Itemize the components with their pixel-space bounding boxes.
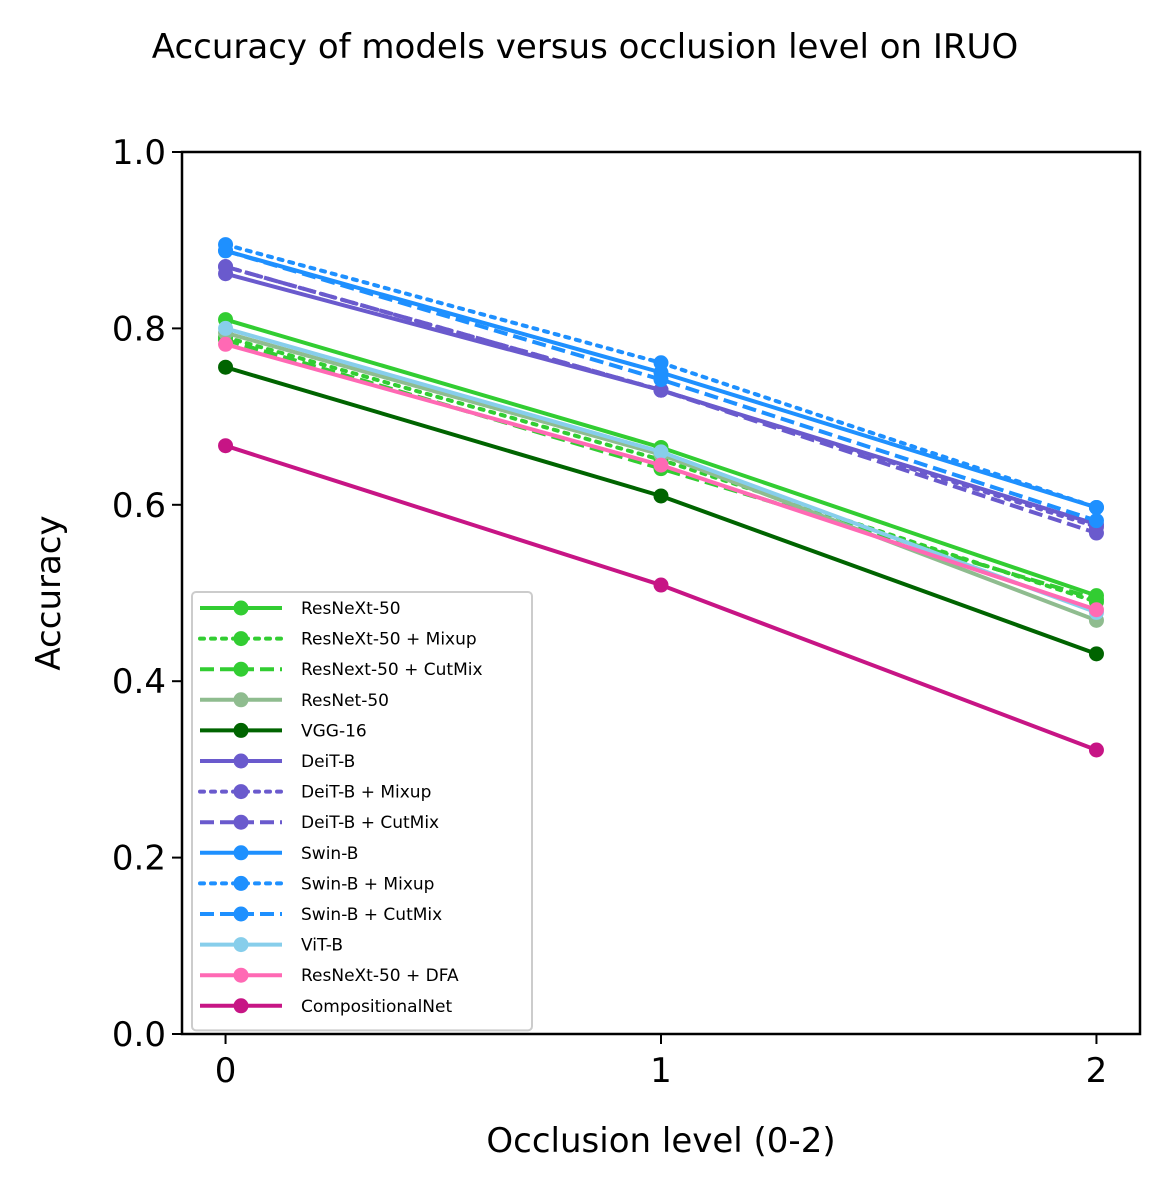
data-point [1088, 742, 1104, 758]
legend-marker [233, 692, 249, 708]
series-compositionalnet [218, 438, 1104, 758]
legend-entry-resnext-50-dfa: ResNeXt-50 + DFA [200, 966, 459, 986]
y-tick-label: 0.4 [112, 662, 166, 702]
chart-title: Accuracy of models versus occlusion leve… [152, 27, 1018, 67]
plot-series-layer [218, 237, 1104, 758]
legend-marker [233, 937, 249, 953]
legend-label: Swin-B [301, 844, 358, 864]
data-point [218, 320, 234, 336]
legend-marker [233, 814, 249, 830]
legend: ResNeXt-50 ResNeXt-50 + Mixup ResNext-50 +… [191, 591, 533, 1032]
data-point [653, 382, 669, 398]
legend-entry-resnext-50-mixup: ResNeXt-50 + Mixup [198, 630, 477, 650]
data-point [218, 243, 234, 259]
legend-label: CompositionalNet [301, 997, 452, 1017]
data-point [653, 355, 669, 371]
axis-ticks: 0 1 2 0.0 0.2 0.4 0.6 0.8 1.0 [112, 133, 1107, 1091]
data-point [218, 359, 234, 375]
legend-entry-swin-b-mixup: Swin-B + Mixup [198, 874, 434, 894]
legend-label: ResNeXt-50 + Mixup [301, 630, 477, 650]
legend-marker [233, 722, 249, 738]
data-point [218, 438, 234, 454]
x-tick-label: 2 [1086, 1051, 1108, 1091]
legend-label: ResNext-50 + CutMix [301, 660, 483, 680]
legend-entry-vit-b: ViT-B [200, 936, 343, 956]
legend-entry-swin-b-cutmix: Swin-B + CutMix [200, 905, 442, 925]
legend-entry-resnet-50: ResNet-50 [200, 691, 389, 711]
data-point [653, 372, 669, 388]
data-point [653, 488, 669, 504]
data-point [1088, 646, 1104, 662]
legend-marker [233, 906, 249, 922]
legend-entry-compositionalnet: CompositionalNet [200, 997, 452, 1017]
data-point [653, 457, 669, 473]
series-line [224, 248, 1098, 523]
legend-marker [233, 967, 249, 983]
legend-marker [233, 875, 249, 891]
legend-marker [233, 998, 249, 1014]
legend-marker [233, 753, 249, 769]
legend-entry-deit-b-mixup: DeiT-B + Mixup [198, 783, 431, 803]
legend-marker [233, 631, 249, 647]
legend-entry-resnext-50-cutmix: ResNext-50 + CutMix [200, 660, 483, 680]
data-point [1088, 499, 1104, 515]
legend-label: DeiT-B + Mixup [301, 783, 431, 803]
series-deit-b-cutmix [218, 259, 1104, 541]
legend-label: DeiT-B + CutMix [301, 813, 439, 833]
legend-label: ViT-B [301, 936, 343, 956]
legend-label: ResNeXt-50 + DFA [301, 966, 459, 986]
legend-entry-deit-b: DeiT-B [200, 752, 355, 772]
y-tick-label: 0.2 [112, 839, 166, 879]
y-tick-label: 0.0 [112, 1015, 166, 1055]
data-point [653, 444, 669, 460]
legend-entry-resnext-50: ResNeXt-50 [200, 599, 401, 619]
data-point [218, 259, 234, 275]
data-point [653, 577, 669, 593]
data-point [1088, 525, 1104, 541]
series-swin-b-cutmix [218, 243, 1104, 529]
legend-label: DeiT-B [301, 752, 355, 772]
legend-label: ResNeXt-50 [301, 599, 401, 619]
y-axis-label: Accuracy [29, 515, 69, 670]
data-point [1088, 591, 1104, 607]
legend-marker [233, 784, 249, 800]
legend-entry-vgg-16: VGG-16 [200, 721, 367, 741]
y-tick-label: 0.8 [112, 309, 166, 349]
legend-label: ResNet-50 [301, 691, 389, 711]
legend-entry-swin-b: Swin-B [200, 844, 358, 864]
data-point [218, 336, 234, 352]
series-vgg-16 [218, 359, 1104, 662]
legend-label: VGG-16 [301, 721, 367, 741]
x-axis-label: Occlusion level (0-2) [486, 1121, 835, 1161]
legend-marker [233, 661, 249, 677]
y-tick-label: 0.6 [112, 486, 166, 526]
data-point [1088, 602, 1104, 618]
legend-marker [233, 845, 249, 861]
legend-box [191, 591, 533, 1032]
legend-label: Swin-B + CutMix [301, 905, 442, 925]
x-tick-label: 1 [650, 1051, 672, 1091]
legend-label: Swin-B + Mixup [301, 874, 434, 894]
y-tick-label: 1.0 [112, 133, 166, 173]
legend-marker [233, 600, 249, 616]
x-tick-label: 0 [215, 1051, 237, 1091]
series-resnext-50-dfa [218, 336, 1104, 618]
legend-entry-deit-b-cutmix: DeiT-B + CutMix [200, 813, 439, 833]
data-point [1088, 513, 1104, 529]
